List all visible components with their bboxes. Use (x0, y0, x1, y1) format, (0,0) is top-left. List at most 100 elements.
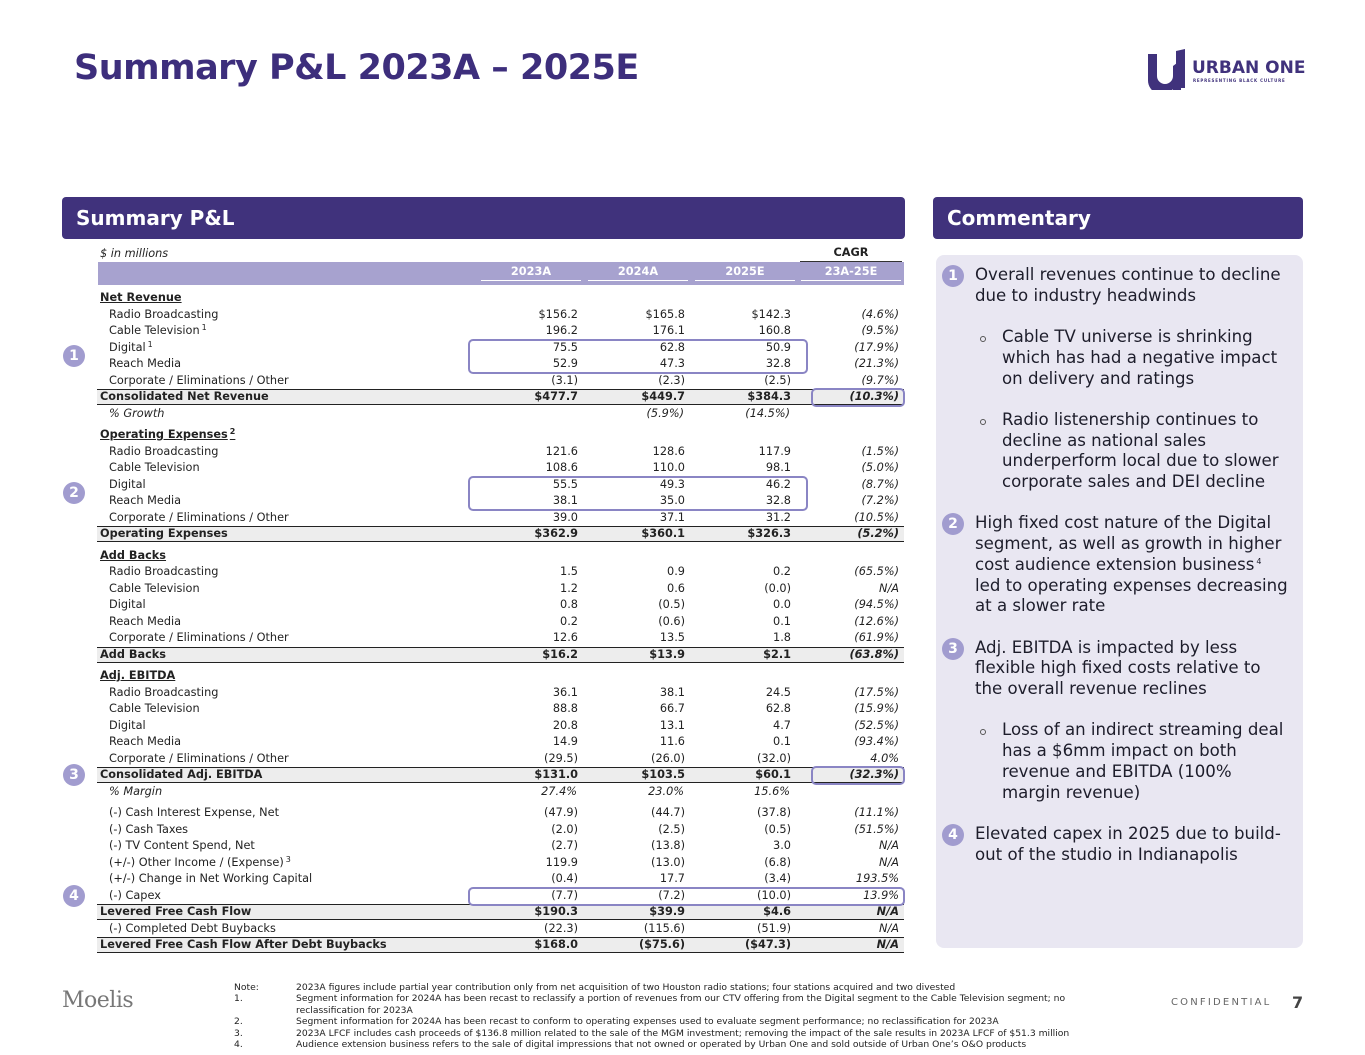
value-cell: 32.8 (765, 357, 791, 370)
row-label: Cable Television (109, 701, 200, 717)
footnote-label: 4. (234, 1039, 243, 1051)
item-text: High fixed cost nature of the Digital se… (975, 513, 1282, 574)
label-text: Digital (109, 340, 146, 354)
value-cell: (63.8%) (849, 647, 899, 661)
label-text: Radio Broadcasting (109, 444, 219, 458)
value-cell: (44.7) (651, 806, 685, 819)
label-text: Reach Media (109, 494, 182, 507)
value-cell: (10.3%) (849, 390, 899, 403)
bullet: Loss of an indirect streaming deal has a… (942, 720, 1292, 803)
footnote-ref: 1 (201, 323, 207, 332)
row-label: Operating Expenses (100, 526, 228, 542)
footnote-label: Note: (234, 982, 259, 993)
label-text: % Margin (109, 784, 163, 798)
value-cell: (2.0) (551, 822, 578, 836)
value-cell: 196.2 (545, 324, 578, 337)
label-text: Consolidated Net Revenue (100, 390, 269, 403)
footnote-text: 2023A LFCF includes cash proceeds of $13… (296, 1027, 1070, 1039)
footnote-label: 1. (234, 993, 243, 1005)
label-text: Digital (109, 598, 146, 611)
row-label: Reach Media (109, 734, 181, 750)
label-text: Radio Broadcasting (109, 307, 219, 321)
commentary-item: 1 Overall revenues continue to decline du… (942, 265, 1292, 493)
total-row-bg (97, 937, 904, 953)
footnote-label: 3. (234, 1027, 243, 1039)
value-cell: 108.6 (545, 461, 578, 474)
value-cell: 128.6 (652, 444, 685, 458)
value-cell: 0.2 (773, 565, 791, 578)
value-cell: (32.3%) (849, 768, 899, 781)
brand: Moelis (62, 988, 134, 1013)
label-text: Corporate / Eliminations / Other (109, 751, 289, 765)
value-cell: 0.0 (773, 598, 791, 611)
commentary-list: 1 Overall revenues continue to decline du… (942, 265, 1292, 886)
value-cell: 0.1 (773, 735, 791, 748)
label-text: Add Backs (100, 647, 167, 661)
callout-number: 2 (63, 481, 85, 504)
value-cell: $384.3 (747, 390, 791, 403)
label-text: Cable Television (109, 702, 200, 715)
label-text: Add Backs (100, 548, 167, 562)
label-text: Adj. EBITDA (100, 669, 176, 682)
value-cell: 38.1 (659, 685, 685, 699)
row-label: Consolidated Net Revenue (100, 389, 269, 405)
row-label: Add Backs (100, 647, 166, 663)
value-cell: (12.6%) (854, 614, 899, 628)
units: $ in millions (100, 247, 169, 260)
item-text: Elevated capex in 2025 due to build-out … (975, 823, 1281, 864)
value-cell: $362.9 (534, 527, 578, 540)
value-cell: (1.5%) (861, 444, 899, 458)
value-cell: $13.9 (649, 647, 685, 661)
label-text: Consolidated Adj. EBITDA (100, 768, 263, 781)
row-label: Reach Media (109, 356, 181, 372)
value-cell: 49.3 (659, 477, 685, 491)
footnote: 3. 2023A LFCF includes cash proceeds of $… (234, 1028, 1114, 1039)
footnote-text: Audience extension business refers to th… (296, 1039, 1027, 1051)
value-cell: (2.5) (764, 373, 791, 387)
label-text: Reach Media (109, 735, 182, 748)
value-cell: $168.0 (534, 938, 578, 951)
value-cell: 176.1 (652, 324, 685, 337)
value-cell: (15.9%) (854, 702, 899, 715)
value-cell: (10.0) (757, 888, 791, 902)
value-cell: 0.8 (560, 598, 578, 611)
commentary-item: 2 High fixed cost nature of the Digital s… (942, 513, 1292, 617)
value-cell: $190.3 (534, 905, 578, 918)
total-row-bg (97, 646, 904, 663)
item-number: 4 (942, 823, 964, 846)
label-text: Cable Television (109, 581, 200, 595)
row-label: Reach Media (109, 493, 181, 509)
total-row-bg (97, 526, 904, 542)
value-cell: (61.9%) (854, 631, 899, 644)
item-number: 2 (942, 513, 964, 536)
value-cell: (4.6%) (861, 307, 899, 321)
value-cell: $16.2 (542, 647, 578, 661)
label-text: Reach Media (109, 357, 182, 370)
value-cell: (5.9%) (646, 406, 684, 420)
value-cell: (3.1) (551, 373, 578, 387)
value-cell: 52.9 (552, 357, 578, 370)
bullet: Radio listenership continues to decline … (942, 410, 1292, 493)
row-label: Consolidated Adj. EBITDA (100, 767, 262, 783)
item-number: 1 (942, 265, 964, 287)
label-text: (+/-) Other Income / (Expense) (109, 855, 284, 869)
value-cell: 0.1 (773, 614, 791, 628)
value-cell: 46.2 (765, 477, 791, 491)
value-cell: 4.7 (773, 718, 791, 732)
footnote-text: 2023A figures include partial year contr… (296, 982, 956, 993)
label-text: Corporate / Eliminations / Other (109, 373, 289, 387)
value-cell: 38.1 (552, 494, 578, 507)
value-cell: 39.0 (552, 510, 578, 524)
value-cell: (32.0) (757, 751, 791, 765)
value-cell: (0.0) (764, 581, 791, 595)
value-cell: (93.4%) (854, 735, 899, 748)
item-number: 3 (942, 637, 964, 660)
value-cell: (5.0%) (861, 461, 899, 474)
callout-number: 4 (63, 884, 85, 907)
logo-text: URBAN ONE (1192, 58, 1305, 78)
value-cell: $360.1 (641, 527, 685, 540)
row-label: Corporate / Eliminations / Other (109, 510, 289, 526)
value-cell: (51.9) (757, 921, 791, 935)
value-cell: $165.8 (645, 307, 685, 321)
